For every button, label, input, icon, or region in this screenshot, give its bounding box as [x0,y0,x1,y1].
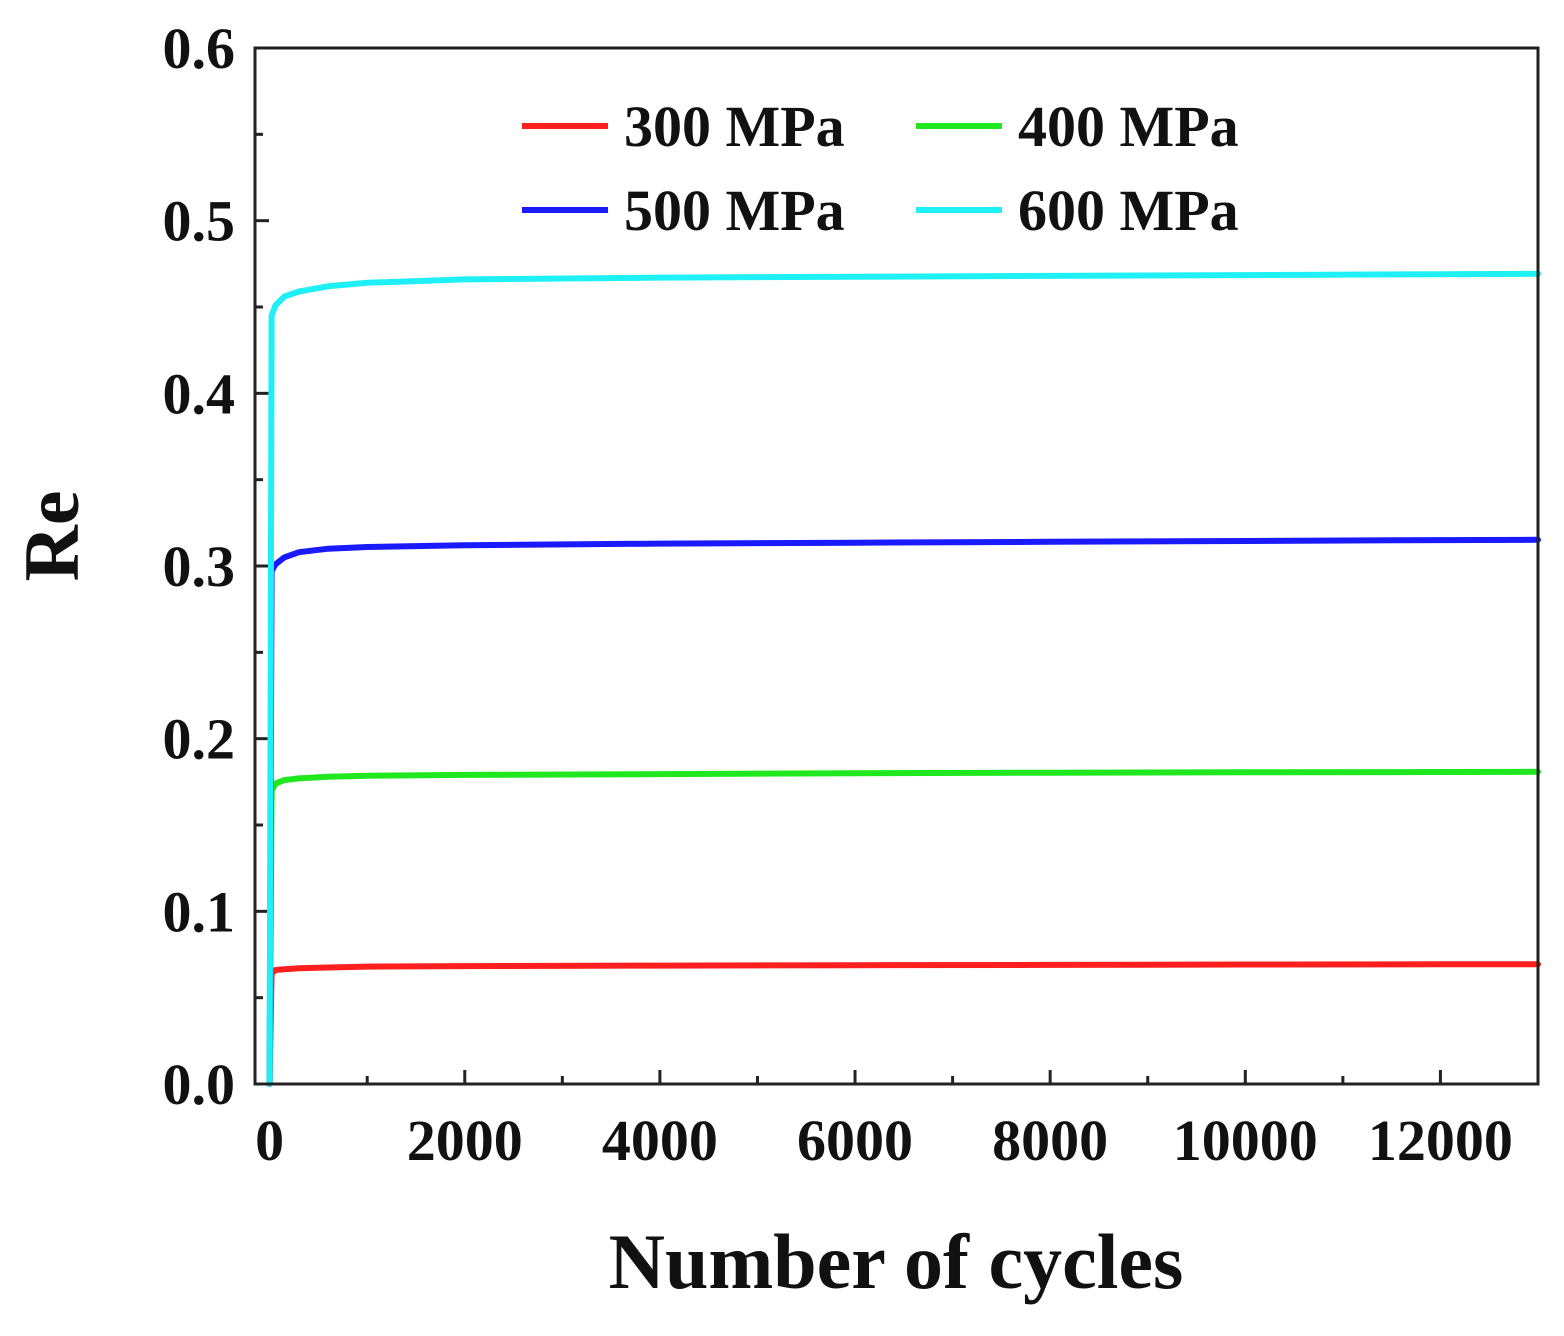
legend-label: 500 MPa [624,178,845,243]
y-axis-tick-labels: 0.0 0.1 0.2 0.3 0.4 0.5 0.6 [163,16,236,1117]
legend-label: 300 MPa [624,94,845,159]
series-lines [266,270,1541,1087]
series-line-300-mpa [266,961,1541,1087]
x-tick-label: 6000 [797,1108,913,1173]
x-tick-label: 12000 [1368,1108,1513,1173]
y-axis-title: Re [8,491,95,582]
y-tick-label: 0.2 [163,707,236,772]
x-axis-tick-labels: 0 2000 4000 6000 8000 10000 12000 [255,1108,1513,1173]
series-line-400-mpa [266,768,1541,1087]
series-line-600-mpa [266,270,1541,1087]
x-tick-label: 10000 [1173,1108,1318,1173]
y-tick-label: 0.5 [163,189,236,254]
x-axis-title: Number of cycles [609,1218,1184,1305]
x-tick-label: 4000 [602,1108,718,1173]
legend-label: 400 MPa [1018,94,1239,159]
x-tick-label: 8000 [992,1108,1108,1173]
series-line-500-mpa [266,536,1541,1087]
x-axis-ticks [268,1070,1442,1084]
plot-frame [253,46,1540,1086]
y-tick-label: 0.6 [163,16,236,81]
y-tick-label: 0.4 [163,361,236,426]
y-tick-label: 0.3 [163,534,236,599]
y-tick-label: 0.1 [163,879,236,944]
legend: 300 MPa 400 MPa 500 MPa 600 MPa [522,94,1239,243]
x-tick-label: 2000 [407,1108,523,1173]
y-tick-label: 0.0 [163,1052,236,1117]
legend-label: 600 MPa [1018,178,1239,243]
x-tick-label: 0 [255,1108,284,1173]
y-axis-ticks [255,46,269,1086]
